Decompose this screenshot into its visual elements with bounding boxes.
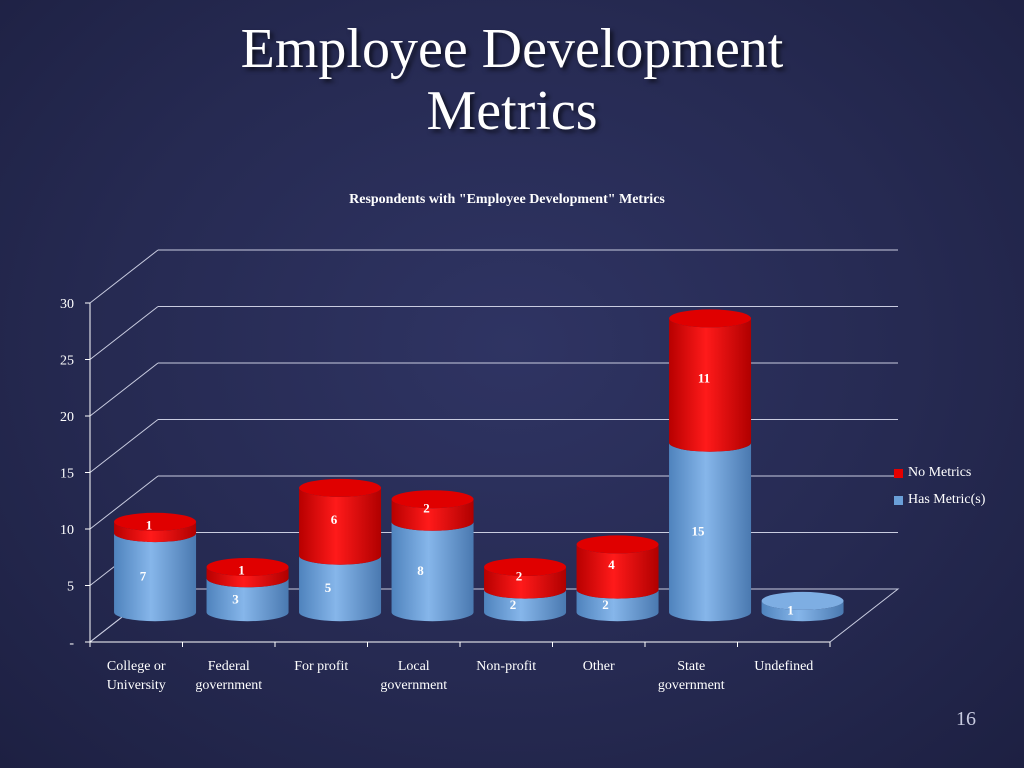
side-gridline	[89, 306, 159, 360]
bar-segment	[299, 487, 382, 565]
x-tick-label: Undefined	[754, 659, 813, 674]
data-label: 5	[325, 580, 332, 595]
data-label: 4	[608, 557, 615, 572]
side-gridline	[89, 362, 159, 417]
bar-segment	[761, 600, 844, 622]
side-gridline	[89, 419, 159, 473]
bar-segment	[206, 578, 289, 622]
x-tick-label: For profit	[294, 659, 348, 674]
bar-top-cap	[576, 535, 659, 554]
legend-label-no-metrics: No Metrics	[908, 465, 972, 480]
x-tick-label: Other	[583, 659, 615, 674]
bar-segment	[299, 555, 382, 622]
x-tick-label: government	[380, 678, 447, 693]
bar-segment	[206, 567, 289, 588]
data-label: 7	[140, 569, 147, 584]
chart-title: Respondents with "Employee Development" …	[349, 192, 665, 207]
y-tick-label: 10	[60, 523, 74, 538]
legend-item-has-metric: Has Metric(s)	[894, 491, 985, 509]
bar-segment	[391, 521, 474, 622]
legend-label-has-metric: Has Metric(s)	[908, 492, 986, 507]
bar-segment	[114, 521, 197, 543]
bar-segment	[576, 544, 659, 599]
data-label: 6	[331, 512, 338, 527]
page-number: 16	[956, 708, 976, 730]
x-tick-label: College or	[107, 659, 166, 674]
slide-title-line-1: Employee Development	[240, 18, 784, 80]
side-gridline	[89, 249, 159, 304]
bar-top-cap	[484, 558, 567, 576]
x-tick-label: Local	[398, 659, 430, 674]
data-label: 1	[146, 517, 153, 532]
x-tick-label: government	[658, 678, 725, 693]
x-tick-label: State	[677, 659, 705, 674]
bar-top-cap	[391, 490, 474, 509]
bar-top-cap	[761, 591, 844, 610]
bar-segment	[669, 318, 752, 452]
bar-segment	[484, 589, 567, 622]
data-label: 2	[516, 568, 523, 583]
y-tick-label: 5	[67, 580, 74, 595]
bar-top-cap	[299, 478, 382, 497]
data-label: 1	[238, 563, 245, 578]
y-tick-label: 20	[60, 410, 74, 425]
data-label: 15	[692, 523, 706, 538]
side-gridline	[89, 475, 159, 530]
data-label: 11	[698, 371, 710, 386]
data-label: 2	[423, 501, 430, 516]
bar-top-cap	[114, 512, 197, 531]
y-tick-label: 30	[60, 297, 74, 312]
bar-segment	[114, 533, 197, 622]
chart-legend: No Metrics Has Metric(s)	[894, 464, 985, 518]
y-tick-label: 15	[60, 467, 74, 482]
data-label: 2	[602, 597, 609, 612]
data-label: 3	[232, 591, 239, 606]
bar-top-cap	[669, 309, 752, 328]
data-label: 8	[417, 563, 424, 578]
x-tick-label: government	[195, 678, 262, 693]
x-tick-label: Federal	[208, 659, 250, 674]
slide-title: Employee Development Metrics	[0, 18, 1024, 142]
legend-swatch-no-metrics	[894, 468, 903, 478]
legend-item-no-metrics: No Metrics	[894, 464, 985, 482]
y-tick-label: 25	[60, 354, 74, 369]
bar-segment	[669, 442, 752, 622]
bar-segment	[576, 589, 659, 622]
x-tick-label: University	[107, 678, 166, 693]
y-tick-label: -	[69, 636, 74, 651]
legend-swatch-has-metric	[894, 495, 903, 505]
data-label: 1	[787, 603, 794, 618]
data-label: 2	[510, 597, 517, 612]
bar-segment	[484, 567, 567, 599]
bar-segment	[391, 499, 474, 531]
slide-title-line-2: Metrics	[426, 80, 598, 142]
x-tick-label: Non-profit	[476, 659, 536, 674]
bar-top-cap	[206, 558, 289, 576]
